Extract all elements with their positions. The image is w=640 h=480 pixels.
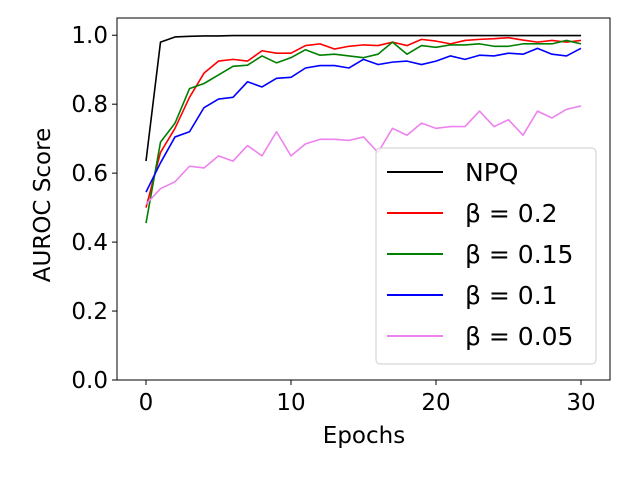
series-line-1 [145,36,582,208]
axes-layer [116,17,611,381]
y-tick-label: 0.6 [71,161,108,187]
y-tick-label: 0.4 [71,230,108,256]
y-axis-title: AUROC Score [30,128,56,282]
y-tick-label: 1.0 [71,23,108,49]
y-tick-label: 0.2 [71,299,108,325]
ticks-layer: 0 10 20 30 0.0 0.2 0.4 0.6 0.8 1.0 [71,23,595,416]
x-tick-label: 10 [276,390,305,416]
x-axis-title: Epochs [323,423,405,449]
legend-label-0: NPQ [465,158,518,187]
x-tick-label: 0 [139,390,154,416]
legend-label-2: β = 0.15 [465,240,573,269]
y-tick-label: 0.0 [71,368,108,394]
series-line-0 [145,34,581,162]
series-layer [145,34,582,224]
plot-frame [116,17,611,381]
legend-label-4: β = 0.05 [465,322,573,351]
legend: NPQ β = 0.2 β = 0.15 β = 0.1 β = 0.05 [375,147,597,365]
y-tick-label: 0.8 [71,92,108,118]
legend-entries: NPQ β = 0.2 β = 0.15 β = 0.1 β = 0.05 [387,158,573,351]
legend-label-1: β = 0.2 [465,199,558,228]
x-tick-label: 20 [421,390,450,416]
legend-box [375,147,597,365]
series-line-2 [145,39,582,224]
legend-label-3: β = 0.1 [465,281,558,310]
series-line-3 [145,47,582,193]
x-tick-label: 30 [566,390,595,416]
series-line-4 [145,105,582,205]
